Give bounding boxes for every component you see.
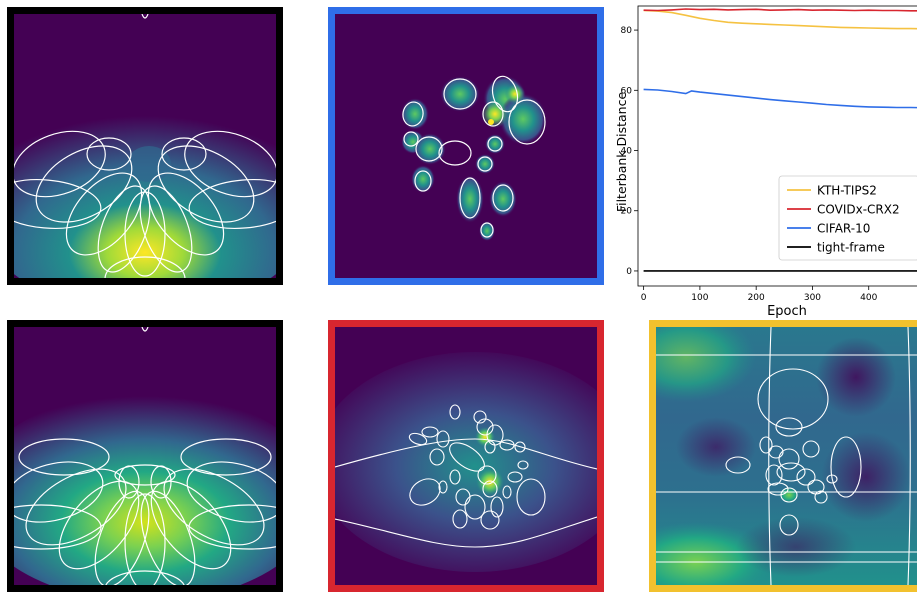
series-line-kth-tips2 bbox=[643, 9, 917, 30]
y-axis-label: Filterbank Distance bbox=[614, 92, 629, 213]
y-tick-label: 80 bbox=[621, 26, 633, 36]
filter-heatmap-bottom-right bbox=[649, 320, 917, 592]
legend-label: COVIDx-CRX2 bbox=[817, 203, 900, 217]
axis-layer: 0100200300400500020406080 bbox=[621, 26, 917, 303]
legend-label: CIFAR-10 bbox=[817, 222, 870, 236]
filter-heatmap-bottom-middle bbox=[328, 320, 604, 592]
y-tick-label: 40 bbox=[621, 147, 633, 157]
series-line-covidx-crx2 bbox=[643, 8, 917, 12]
legend-label: KTH-TIPS2 bbox=[817, 184, 877, 198]
series-line-cifar-10 bbox=[643, 88, 917, 109]
chart-svg: 0100200300400500020406080 Epoch Filterba… bbox=[614, 5, 917, 319]
x-tick-label: 100 bbox=[691, 293, 708, 303]
x-tick-label: 400 bbox=[860, 293, 877, 303]
x-tick-label: 300 bbox=[804, 293, 821, 303]
series-layer bbox=[643, 8, 917, 272]
legend-label: tight-frame bbox=[817, 241, 885, 255]
x-tick-label: 200 bbox=[748, 293, 765, 303]
y-tick-label: 60 bbox=[621, 86, 633, 96]
filter-heatmap-top-middle bbox=[328, 7, 604, 285]
filterbank-distance-chart: 0100200300400500020406080 Epoch Filterba… bbox=[608, 0, 917, 320]
plot-border bbox=[637, 5, 917, 287]
legend-box bbox=[778, 175, 917, 261]
plot-frame bbox=[637, 5, 917, 287]
y-tick-label: 0 bbox=[626, 267, 632, 277]
x-axis-label: Epoch bbox=[767, 304, 807, 319]
filter-heatmap-top-left bbox=[7, 7, 283, 285]
y-tick-label: 20 bbox=[621, 207, 633, 217]
x-tick-label: 0 bbox=[641, 293, 647, 303]
legend: KTH-TIPS2 COVIDx-CRX2 CIFAR-10 tight-frame bbox=[778, 175, 917, 261]
filter-heatmap-bottom-left bbox=[7, 320, 283, 592]
